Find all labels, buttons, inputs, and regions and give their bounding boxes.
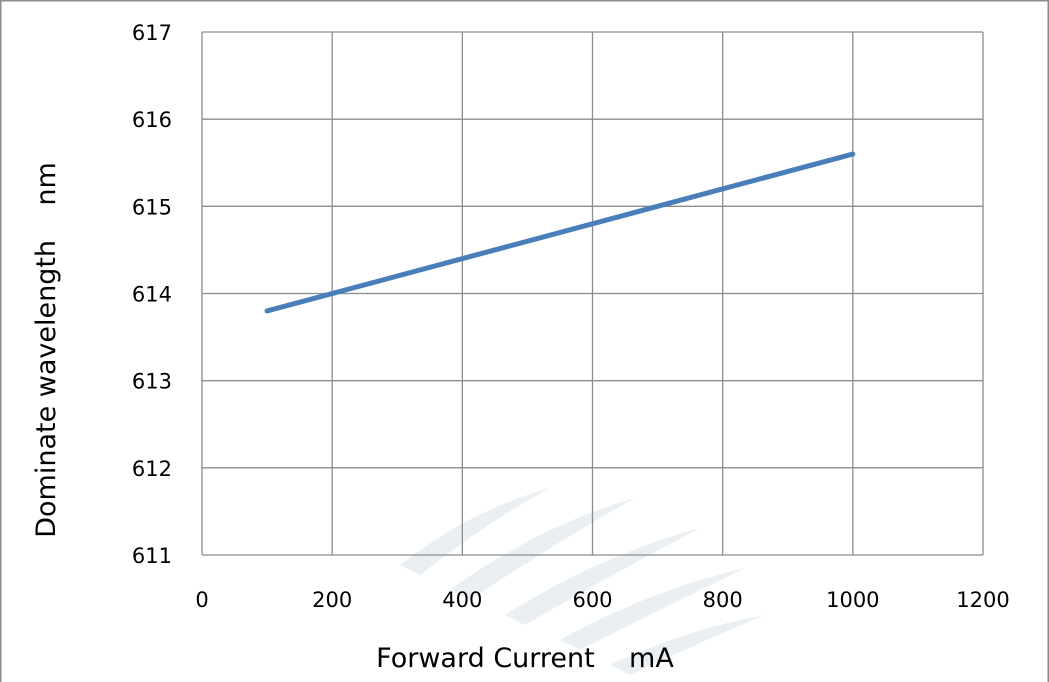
watermark-stroke — [450, 498, 635, 600]
x-tick-label: 800 — [703, 588, 743, 612]
series-line-1 — [264, 151, 856, 314]
y-tick-label: 615 — [132, 195, 172, 219]
x-tick-label: 0 — [195, 588, 208, 612]
watermark-graphic — [400, 488, 765, 675]
y-tick-label: 614 — [132, 283, 172, 307]
y-tick-label: 612 — [132, 457, 172, 481]
y-axis-title: Dominate wavelength nm — [31, 162, 62, 538]
y-tick-label: 611 — [132, 544, 172, 568]
x-tick-label: 1200 — [956, 588, 1009, 612]
watermark-stroke — [610, 615, 765, 675]
x-tick-label: 400 — [442, 588, 482, 612]
series-layer — [264, 151, 856, 314]
x-tick-label: 200 — [312, 588, 352, 612]
x-axis-ticks: 0 200 400 600 800 1000 1200 — [195, 588, 1009, 612]
y-axis-ticks: 611 612 613 614 615 616 617 — [132, 21, 172, 568]
grid — [201, 31, 984, 556]
y-tick-label: 617 — [132, 21, 172, 45]
watermark-stroke — [505, 528, 700, 625]
y-tick-label: 616 — [132, 108, 172, 132]
x-tick-label: 1000 — [826, 588, 879, 612]
x-tick-label: 600 — [572, 588, 612, 612]
y-tick-label: 613 — [132, 370, 172, 394]
x-axis-title: Forward Current mA — [376, 643, 674, 674]
watermark-stroke — [400, 488, 550, 575]
watermark-stroke — [560, 568, 745, 650]
